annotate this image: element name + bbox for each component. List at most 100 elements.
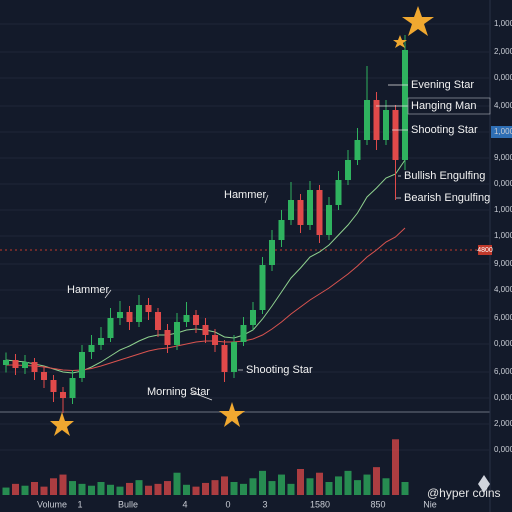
candle-body (288, 200, 294, 220)
y-tick-label: 9,000 (494, 153, 512, 162)
volume-bar (88, 485, 95, 495)
volume-bar (97, 482, 105, 495)
candle-body (326, 205, 332, 235)
candle-body (98, 338, 104, 345)
volume-bar (287, 483, 295, 495)
volume-bar (354, 480, 361, 495)
volume-bar (12, 483, 19, 495)
volume-bar (40, 486, 48, 495)
volume-bar (401, 482, 409, 495)
annotation-leader (190, 391, 213, 401)
candle-body (383, 110, 389, 140)
candle-body (297, 200, 304, 225)
candle-body (316, 190, 323, 235)
annotation: Shooting Star (246, 364, 313, 376)
candle-body (117, 312, 123, 318)
candle-body (193, 315, 199, 325)
y-tick-label: 4,000 (494, 285, 512, 294)
annotation-leader (264, 194, 269, 204)
annotation-leader (104, 289, 112, 299)
y-tick-label: 2,000 (494, 47, 512, 56)
x-label: 850 (370, 499, 385, 509)
volume-bar (154, 483, 162, 495)
annotation: Bearish Engulfing (404, 192, 490, 204)
y-tick-label: 4,000 (494, 101, 512, 110)
volume-bar (135, 480, 143, 495)
volume-bar (173, 472, 181, 495)
volume-bar (306, 478, 314, 495)
volume-bar (50, 478, 57, 495)
y-tick-label: 0,000 (494, 393, 512, 402)
candle-body (3, 360, 9, 365)
candle-body (250, 310, 256, 325)
volume-bar (278, 474, 285, 495)
candle-body (145, 305, 152, 312)
x-label: Nie (423, 499, 437, 509)
y-tick-label: 1,000 (494, 127, 512, 136)
candle-body (278, 220, 285, 240)
volume-bar (21, 485, 29, 495)
logo (478, 475, 490, 493)
y-tick-label: 9,000 (494, 259, 512, 268)
plot: Volume 1 Bulle 4 0 3 1580 850 Nie Evening Star Han… (2, 35, 491, 509)
candle-body (50, 380, 57, 392)
volume-bar (297, 469, 304, 495)
candle-body (269, 240, 275, 265)
price-tag (478, 245, 492, 255)
annotation: Hammer (67, 284, 110, 296)
volume-bar (382, 478, 390, 495)
volume-bar (363, 474, 371, 495)
y-tick-label: 6,000 (494, 313, 512, 322)
candle-body (402, 50, 408, 160)
volume-bar (392, 439, 399, 495)
candle-body (373, 100, 380, 140)
candle-body (88, 345, 95, 352)
candle-body (107, 318, 114, 338)
candle-body (126, 312, 133, 322)
candle-body (364, 100, 370, 140)
candle-body (164, 330, 171, 345)
candle-body (202, 325, 209, 335)
volume-bar (316, 472, 323, 495)
x-label: Bulle (118, 499, 138, 509)
volume-bar (183, 484, 190, 495)
volume-bar (31, 482, 38, 495)
candle-body (60, 392, 66, 398)
annotation-box (407, 97, 491, 115)
volume-bar (211, 480, 219, 495)
y-tick-label: 0,000 (494, 445, 512, 454)
annotation: Hammer (224, 189, 267, 201)
star (50, 412, 74, 436)
star (393, 35, 407, 48)
volume-bar (78, 483, 86, 495)
volume-bar (249, 478, 257, 495)
x-label: 0 (225, 499, 230, 509)
candle-body (174, 322, 180, 345)
volume-bar (145, 485, 152, 495)
volume-bar (259, 470, 266, 495)
candle-body (259, 265, 266, 310)
volume-bar (192, 486, 200, 495)
star (402, 6, 434, 36)
annotation: Morning Star (147, 386, 210, 398)
volume-bar (335, 476, 342, 495)
price-tag-label: 4800 (477, 247, 493, 254)
y-tick-label: 0,000 (494, 73, 512, 82)
annotation: Hanging Man (411, 100, 476, 112)
volume-bar (69, 481, 76, 495)
y-tick-label: 1,000 (494, 205, 512, 214)
x-label: Volume (37, 499, 67, 509)
y-tick-label: 1,000 (494, 231, 512, 240)
candle-body (22, 362, 28, 368)
y-tick-label: 0,000 (494, 339, 512, 348)
y-tick-label: 6,000 (494, 367, 512, 376)
y-tick-label: 2,000 (494, 419, 512, 428)
watermark: @hyper coins (427, 486, 501, 500)
volume-bar (344, 470, 352, 495)
annotation: Shooting Star (411, 124, 478, 136)
candle-body (231, 342, 237, 372)
volume-bar (202, 482, 209, 495)
volume-bar (59, 474, 67, 495)
